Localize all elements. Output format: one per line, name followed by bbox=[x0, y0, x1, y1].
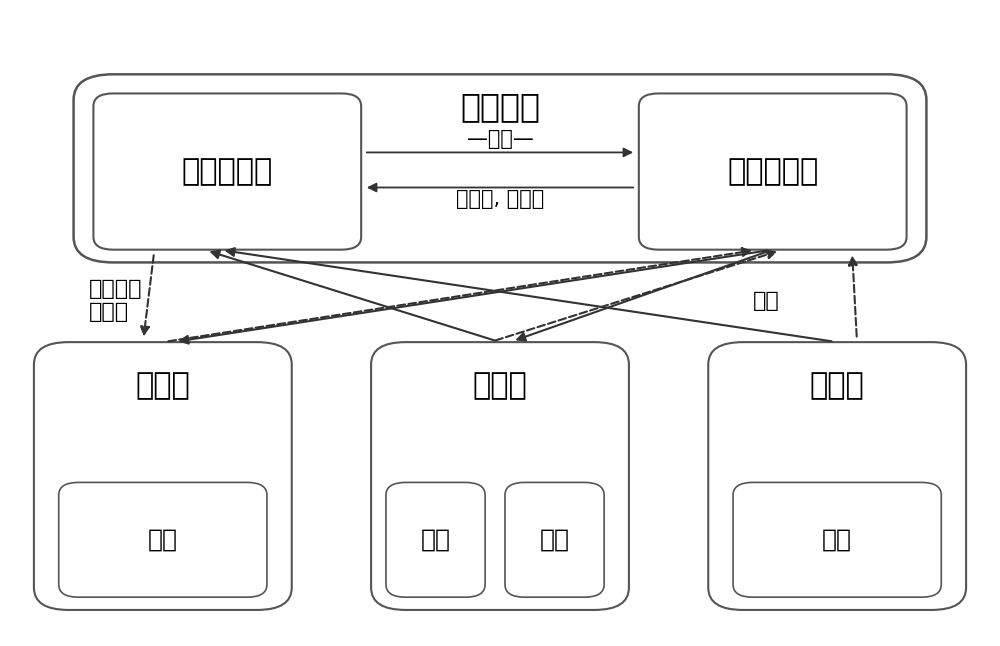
FancyBboxPatch shape bbox=[505, 483, 604, 597]
Text: 任务执行
及状态: 任务执行 及状态 bbox=[88, 279, 142, 322]
FancyArrowPatch shape bbox=[495, 251, 775, 340]
FancyArrowPatch shape bbox=[849, 258, 857, 337]
Text: 主控节点: 主控节点 bbox=[460, 90, 540, 123]
Text: 执行器: 执行器 bbox=[135, 371, 190, 400]
FancyArrowPatch shape bbox=[367, 149, 631, 156]
FancyArrowPatch shape bbox=[369, 183, 633, 191]
Text: 任务: 任务 bbox=[822, 528, 852, 552]
Text: ＜任务, 机器＞: ＜任务, 机器＞ bbox=[456, 189, 544, 209]
Text: 执行器: 执行器 bbox=[473, 371, 527, 400]
Text: 执行器: 执行器 bbox=[810, 371, 865, 400]
FancyBboxPatch shape bbox=[34, 342, 292, 610]
FancyBboxPatch shape bbox=[371, 342, 629, 610]
Text: 任务: 任务 bbox=[148, 528, 178, 552]
FancyBboxPatch shape bbox=[74, 74, 926, 262]
FancyBboxPatch shape bbox=[93, 94, 361, 249]
Text: —任务—: —任务— bbox=[467, 129, 533, 149]
Text: 任务: 任务 bbox=[421, 528, 451, 552]
Text: 资源调度器: 资源调度器 bbox=[727, 157, 818, 186]
FancyArrowPatch shape bbox=[227, 248, 832, 341]
FancyArrowPatch shape bbox=[517, 251, 767, 340]
Text: 任务: 任务 bbox=[540, 528, 570, 552]
Text: 心跳: 心跳 bbox=[753, 291, 780, 311]
FancyArrowPatch shape bbox=[168, 248, 750, 341]
Text: 作业管理器: 作业管理器 bbox=[182, 157, 273, 186]
FancyArrowPatch shape bbox=[181, 251, 767, 344]
FancyBboxPatch shape bbox=[386, 483, 485, 597]
FancyBboxPatch shape bbox=[639, 94, 907, 249]
FancyBboxPatch shape bbox=[708, 342, 966, 610]
FancyBboxPatch shape bbox=[733, 483, 941, 597]
FancyArrowPatch shape bbox=[141, 255, 154, 334]
FancyBboxPatch shape bbox=[59, 483, 267, 597]
FancyArrowPatch shape bbox=[212, 251, 495, 340]
